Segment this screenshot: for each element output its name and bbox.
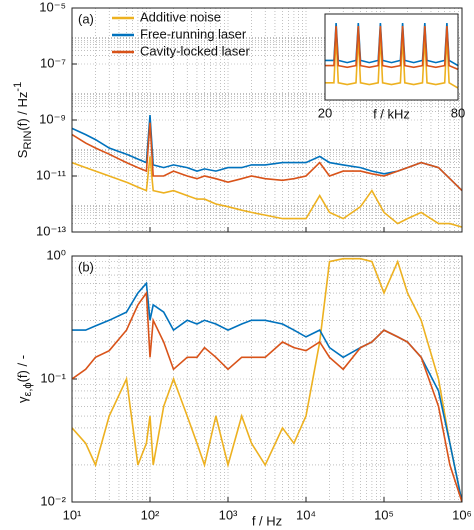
series-line [325, 25, 458, 71]
y-tick-label: 10⁻⁹ [39, 111, 66, 126]
y-axis-label: SRIN(f) / Hz-1 [12, 82, 34, 158]
x-tick-label: 10⁴ [296, 507, 316, 522]
y-label-sub: RIN [22, 131, 34, 150]
x-axis-label: f / Hz [252, 513, 282, 528]
x-tick-label: 10¹ [63, 507, 82, 522]
axes-frame [324, 13, 459, 101]
legend-label: Free-running laser [140, 26, 247, 41]
y-label-rest: (f) / - [15, 355, 30, 382]
x-tick-label: 80 [451, 105, 465, 120]
y-label-rest: (f) / Hz [15, 92, 30, 131]
plot-area [325, 14, 458, 100]
series-line [72, 257, 462, 502]
x-tick-label: 10⁶ [452, 507, 472, 522]
x-tick-label: 20 [318, 105, 332, 120]
y-label-sub: ε,ϕ [22, 382, 34, 396]
legend-label: Additive noise [140, 9, 221, 24]
y-tick-label: 10⁻¹¹ [36, 167, 67, 182]
series-line [72, 115, 462, 192]
y-tick-label: 10⁻⁷ [40, 55, 66, 70]
series-line [72, 290, 462, 502]
series-line [325, 22, 458, 67]
legend-label: Cavity-locked laser [140, 43, 250, 58]
panel-label: (b) [78, 259, 94, 274]
series-line [72, 122, 462, 192]
y-tick-label: 10⁻¹³ [36, 223, 67, 238]
y-tick-label: 10⁻² [40, 493, 66, 508]
x-tick-label: 10² [141, 507, 160, 522]
y-tick-label: 10⁻⁵ [39, 0, 66, 14]
y-tick-label: 10⁻¹ [40, 370, 66, 385]
y-tick-label: 10⁰ [46, 247, 66, 262]
axes-frame [71, 7, 463, 233]
axes-frame [71, 255, 463, 503]
y-label-sup: -1 [12, 82, 24, 92]
y-label-main: S [15, 149, 30, 158]
series-line [325, 36, 458, 89]
y-label-main: γ [15, 396, 30, 403]
x-axis-label: f / kHz [373, 106, 410, 121]
x-tick-label: 10⁵ [374, 507, 394, 522]
series-line [72, 156, 462, 228]
y-axis-label: γε,ϕ(f) / - [15, 355, 33, 403]
x-tick-label: 10³ [219, 507, 238, 522]
panel-label: (a) [78, 11, 94, 26]
